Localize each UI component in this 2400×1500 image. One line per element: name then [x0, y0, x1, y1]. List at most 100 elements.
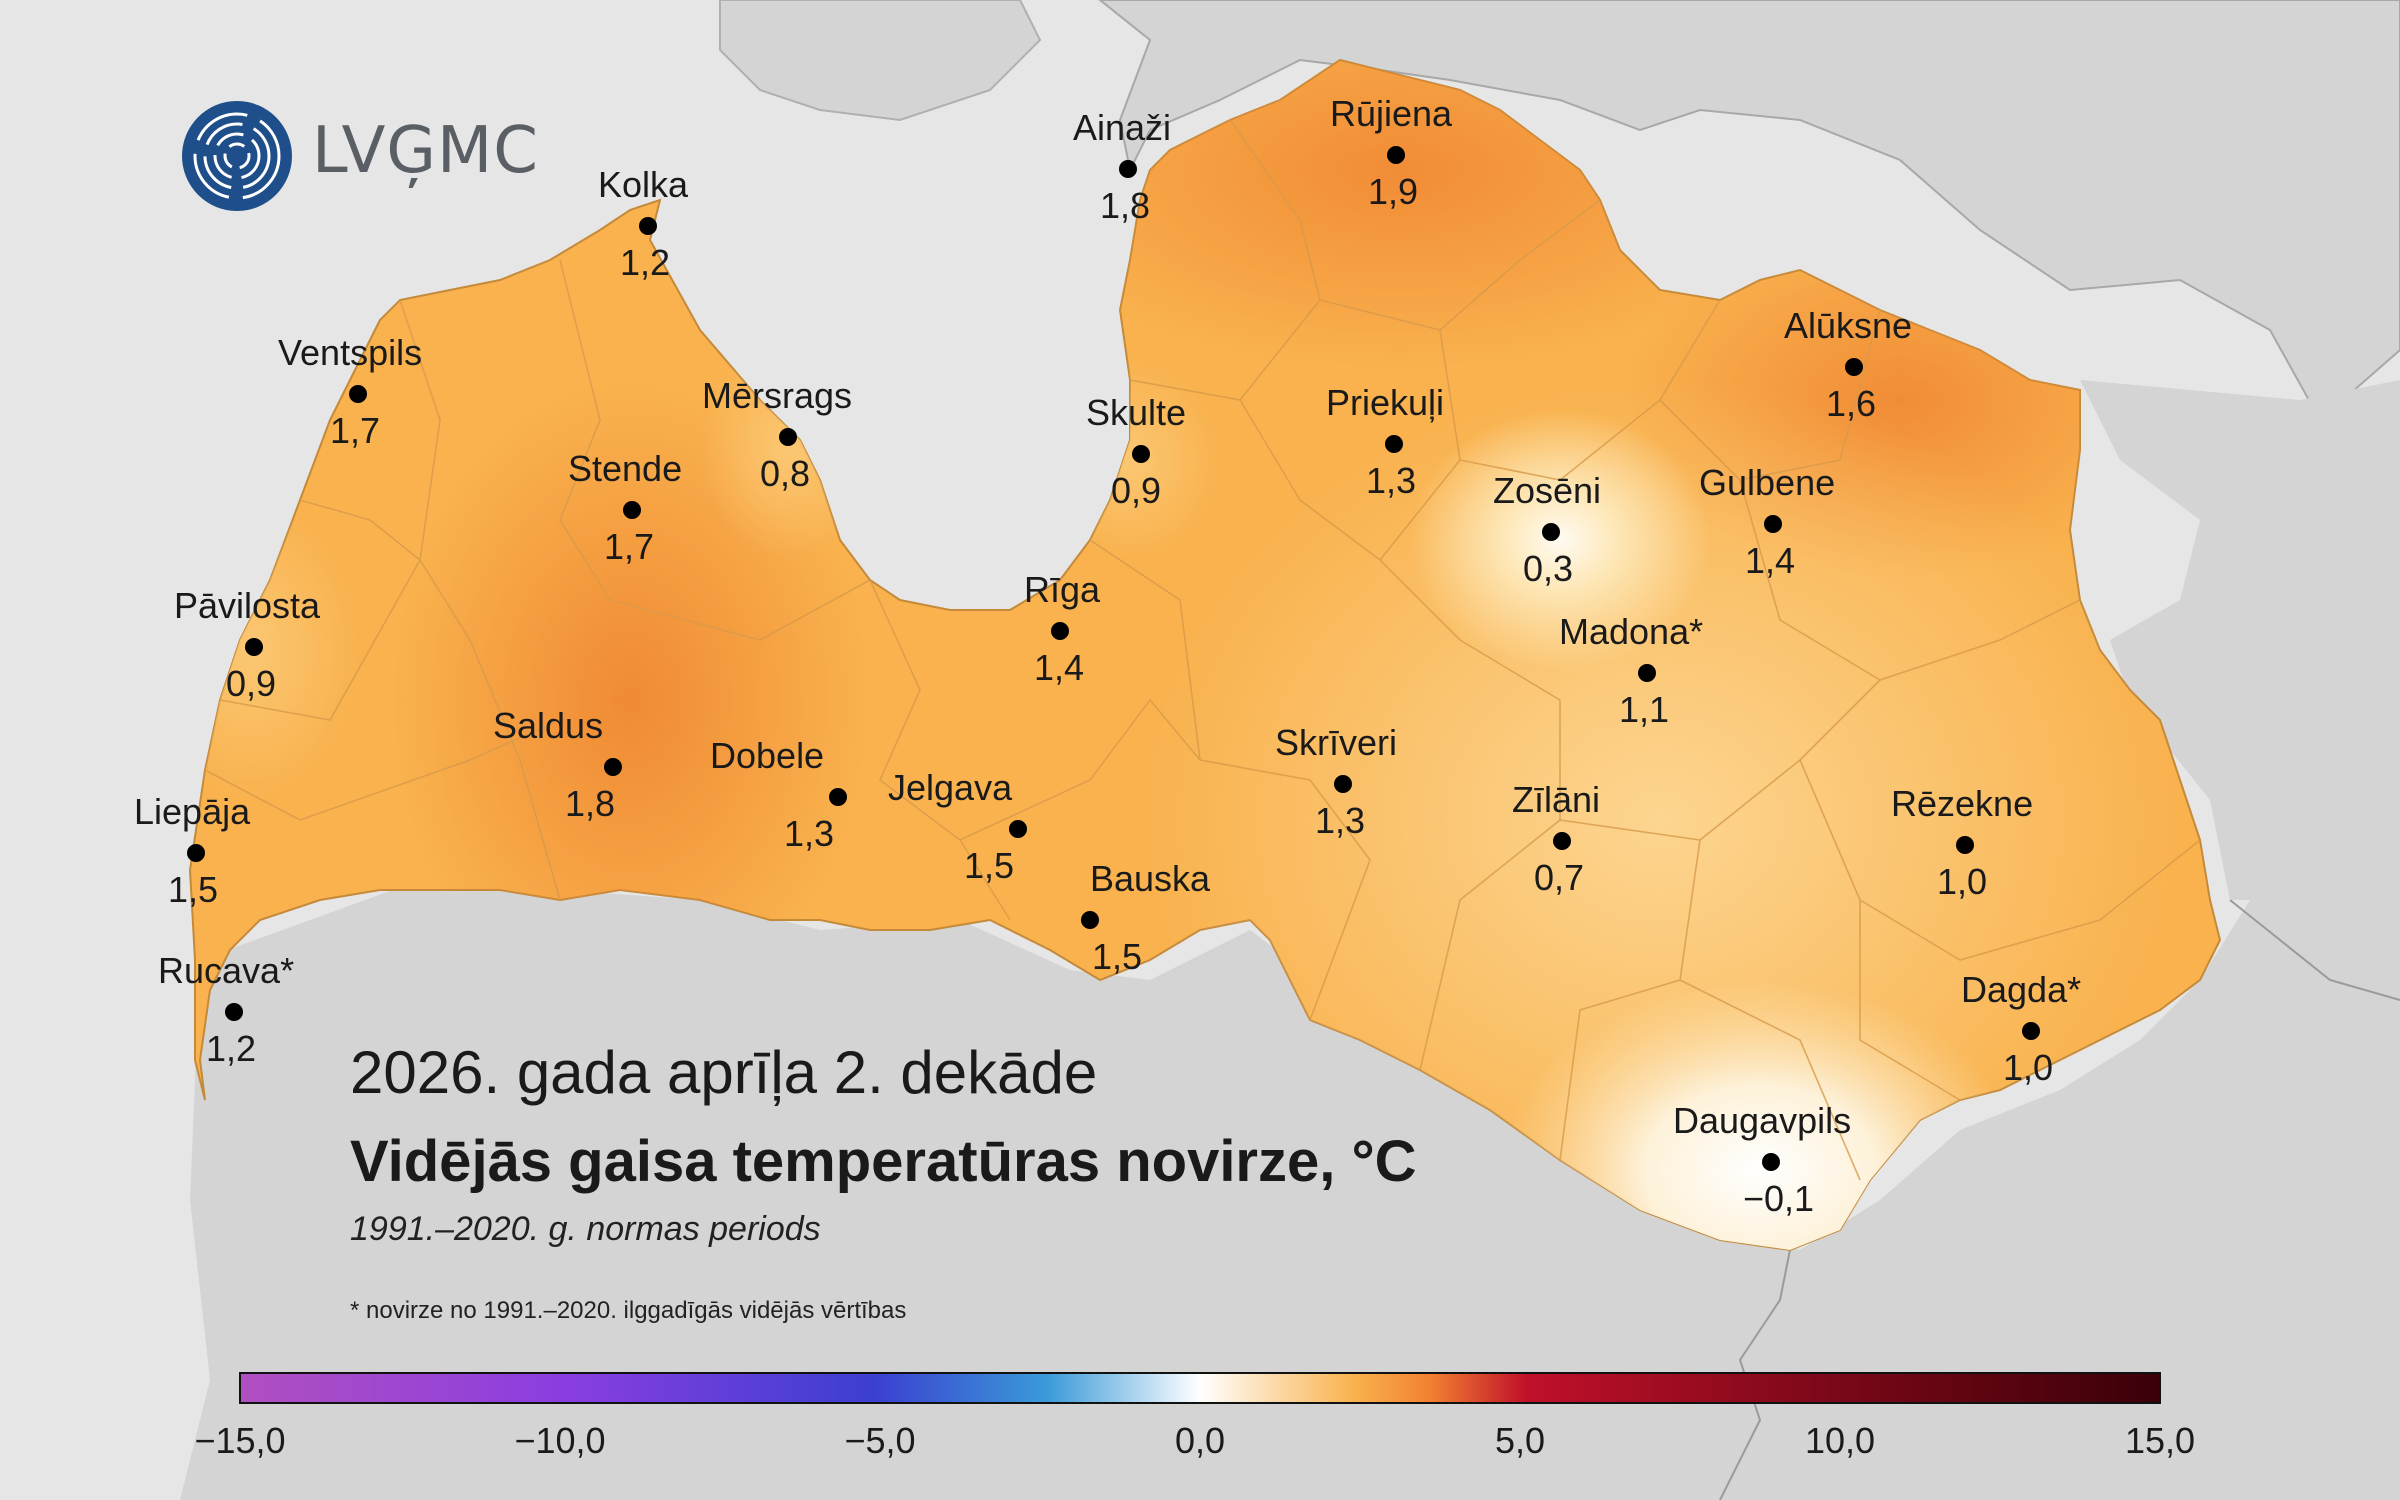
station-value: 1,4: [1034, 647, 1085, 688]
station-name: Ventspils: [278, 332, 423, 373]
saaremaa-island: [719, 0, 1042, 122]
station-marker: [1845, 358, 1863, 376]
station-marker: [1119, 160, 1137, 178]
station-value: 1,3: [1366, 460, 1417, 501]
station-marker: [1009, 820, 1027, 838]
station-name: Jelgava: [888, 767, 1013, 808]
station-name: Priekuļi: [1326, 382, 1445, 423]
station-value: 1,2: [620, 242, 671, 283]
station-marker: [187, 844, 205, 862]
station-name: Skrīveri: [1275, 722, 1398, 763]
map-title-period: 2026. gada aprīļa 2. dekāde: [350, 1039, 1098, 1106]
station-name: Daugavpils: [1673, 1100, 1852, 1141]
station-value: 1,5: [1092, 936, 1143, 977]
station-name: Zīlāni: [1512, 779, 1601, 820]
station-marker: [1762, 1153, 1780, 1171]
station-name: Rīga: [1024, 569, 1101, 610]
station-value: 1,6: [1826, 383, 1877, 424]
footnote: * novirze no 1991.–2020. ilggadīgās vidē…: [350, 1297, 907, 1324]
station-name: Rēzekne: [1891, 783, 2034, 824]
station-marker: [225, 1003, 243, 1021]
station-value: 0,9: [226, 663, 277, 704]
station-value: 1,9: [1368, 171, 1419, 212]
legend-tick-label: 15,0: [2124, 1420, 2196, 1461]
station-name: Alūksne: [1784, 305, 1913, 346]
station-value: 1,7: [604, 526, 655, 567]
legend-tick-label: −10,0: [514, 1420, 606, 1461]
legend-tick-label: −5,0: [844, 1420, 916, 1461]
station-value: 0,7: [1534, 857, 1585, 898]
lithuania-belarus-land: [180, 880, 2400, 1500]
station-marker: [1956, 836, 1974, 854]
legend: [239, 1372, 2161, 1404]
station-marker: [1334, 775, 1352, 793]
station-name: Pāvilosta: [174, 585, 321, 626]
station-marker: [349, 385, 367, 403]
station-value: 1,4: [1745, 540, 1796, 581]
station-name: Madona*: [1559, 611, 1704, 652]
map-subtitle-norm: 1991.–2020. g. normas periods: [350, 1210, 821, 1248]
surrounding-land: [180, 0, 2400, 1500]
station-name: Bauska: [1090, 858, 1211, 899]
station-marker: [1553, 832, 1571, 850]
station-value: 1,8: [1100, 185, 1151, 226]
station-value: 1,3: [1315, 800, 1366, 841]
station-value: 0,9: [1111, 470, 1162, 511]
station-value: 1,0: [2003, 1047, 2054, 1088]
station-value: 1,0: [1937, 861, 1988, 902]
station-value: 1,8: [565, 783, 616, 824]
logo-emblem: [182, 101, 292, 211]
russia-land: [2080, 380, 2400, 900]
station-name: Liepāja: [134, 791, 251, 832]
legend-tick-label: −15,0: [194, 1420, 286, 1461]
station-marker: [1132, 445, 1150, 463]
station-name: Zosēni: [1493, 470, 1602, 511]
station-marker: [1051, 622, 1069, 640]
station-value: 1,5: [168, 869, 219, 910]
station-name: Mērsrags: [702, 375, 853, 416]
legend-tick-label: 10,0: [1804, 1420, 1876, 1461]
station-marker: [1542, 523, 1560, 541]
station-marker: [1385, 435, 1403, 453]
station-value: 1,7: [330, 410, 381, 451]
station-name: Rūjiena: [1330, 93, 1453, 134]
station-marker: [245, 638, 263, 656]
station-marker: [779, 428, 797, 446]
station-value: 1,2: [206, 1028, 257, 1069]
station-name: Dagda*: [1961, 969, 2082, 1010]
station-name: Gulbene: [1699, 462, 1836, 503]
legend-tick-label: 5,0: [1494, 1420, 1546, 1461]
station-value: 1,1: [1619, 689, 1670, 730]
station-marker: [623, 501, 641, 519]
station-value: −0,1: [1743, 1178, 1815, 1219]
station-name: Saldus: [493, 705, 604, 746]
legend-colorbar: [239, 1372, 2161, 1404]
station-value: 1,5: [964, 845, 1015, 886]
border-line-east: [2229, 899, 2400, 1001]
border-line-south: [1719, 1249, 1791, 1500]
station-marker: [604, 758, 622, 776]
logo-text: LVĢMC: [312, 114, 539, 188]
station-value: 0,3: [1523, 548, 1574, 589]
station-name: Rucava*: [158, 950, 295, 991]
station-value: 1,3: [784, 813, 835, 854]
station-name: Skulte: [1086, 392, 1187, 433]
map-title-main: Vidējās gaisa temperatūras novirze, °C: [350, 1129, 1417, 1194]
station-name: Dobele: [710, 735, 825, 776]
station-marker: [639, 217, 657, 235]
municipality-borders: [204, 119, 2201, 1181]
legend-tick-label: 0,0: [1174, 1420, 1226, 1461]
station-dots: [187, 146, 2040, 1171]
station-marker: [1764, 515, 1782, 533]
station-name: Ainaži: [1073, 107, 1172, 148]
station-name: Kolka: [598, 164, 689, 205]
estonia-land: [1098, 0, 2400, 422]
station-marker: [2022, 1022, 2040, 1040]
station-marker: [1081, 911, 1099, 929]
station-marker: [1638, 664, 1656, 682]
station-value: 0,8: [760, 453, 811, 494]
station-name: Stende: [568, 448, 683, 489]
station-marker: [829, 788, 847, 806]
